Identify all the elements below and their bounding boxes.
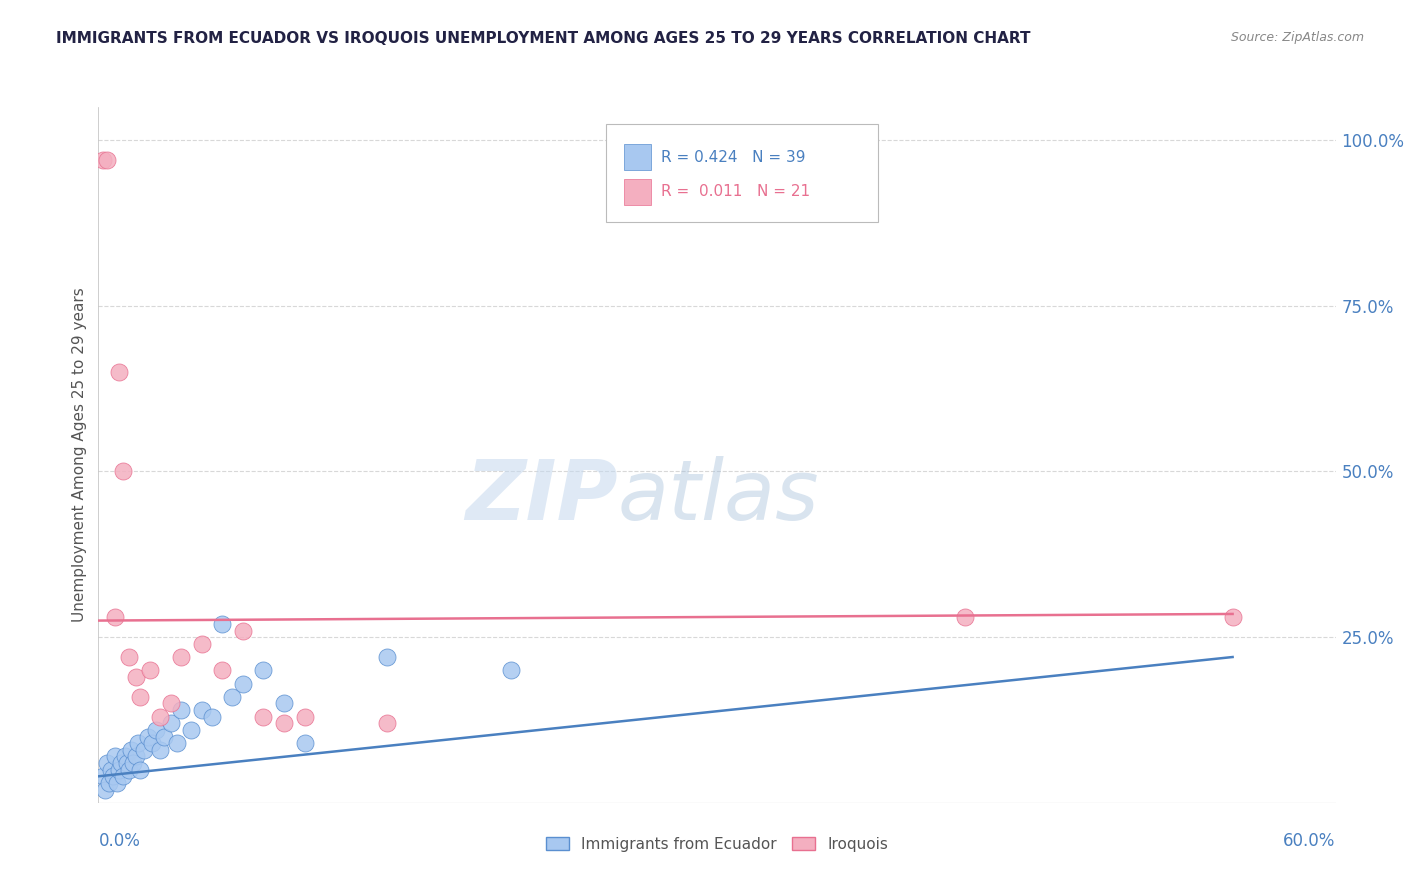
Point [128,690,150,704]
Point [114,749,136,764]
Text: R =  0.011   N = 21: R = 0.011 N = 21 [661,185,810,200]
Point [96,756,118,770]
Point [149,709,172,723]
Text: Source: ZipAtlas.com: Source: ZipAtlas.com [1230,31,1364,45]
Point [96,153,118,167]
Text: IMMIGRANTS FROM ECUADOR VS IROQUOIS UNEMPLOYMENT AMONG AGES 25 TO 29 YEARS CORRE: IMMIGRANTS FROM ECUADOR VS IROQUOIS UNEM… [56,31,1031,46]
Text: R = 0.424   N = 39: R = 0.424 N = 39 [661,150,806,165]
Point [232,676,254,690]
Point [273,697,295,711]
Point [118,650,141,665]
Point [252,709,274,723]
Point [124,670,146,684]
Point [136,730,159,744]
Point [145,723,167,737]
Point [97,776,120,790]
Point [159,716,181,731]
Point [211,663,233,677]
Point [91,769,114,783]
Point [112,465,135,479]
Text: atlas: atlas [619,456,820,537]
Point [124,749,146,764]
Point [101,769,124,783]
Point [110,756,132,770]
Point [93,782,115,797]
Point [252,663,274,677]
Point [104,749,127,764]
Point [170,650,193,665]
Point [499,663,522,677]
Point [1222,610,1244,624]
Point [375,650,398,665]
Point [153,730,176,744]
Point [190,637,212,651]
Point [112,769,135,783]
Point [211,616,233,631]
Point [232,624,254,638]
Point [105,776,128,790]
FancyBboxPatch shape [624,178,651,205]
Point [118,763,141,777]
Point [294,736,316,750]
Y-axis label: Unemployment Among Ages 25 to 29 years: Unemployment Among Ages 25 to 29 years [72,287,87,623]
Point [132,743,155,757]
Point [180,723,202,737]
Point [149,743,172,757]
Point [108,763,131,777]
Point [166,736,188,750]
Point [141,736,163,750]
Point [294,709,316,723]
FancyBboxPatch shape [624,144,651,170]
Point [117,756,139,770]
Point [127,736,149,750]
Point [128,763,150,777]
Point [120,743,142,757]
Point [170,703,193,717]
Legend: Immigrants from Ecuador, Iroquois: Immigrants from Ecuador, Iroquois [540,830,894,858]
Point [190,703,212,717]
Text: 0.0%: 0.0% [98,832,141,850]
Point [201,709,224,723]
Text: ZIP: ZIP [465,456,619,537]
Point [104,610,127,624]
Point [91,153,114,167]
Point [139,663,162,677]
Point [159,697,181,711]
Point [953,610,976,624]
Text: 60.0%: 60.0% [1284,832,1336,850]
Point [273,716,295,731]
Point [375,716,398,731]
FancyBboxPatch shape [606,124,877,222]
Point [221,690,243,704]
Point [122,756,145,770]
Point [100,763,122,777]
Point [108,365,131,379]
